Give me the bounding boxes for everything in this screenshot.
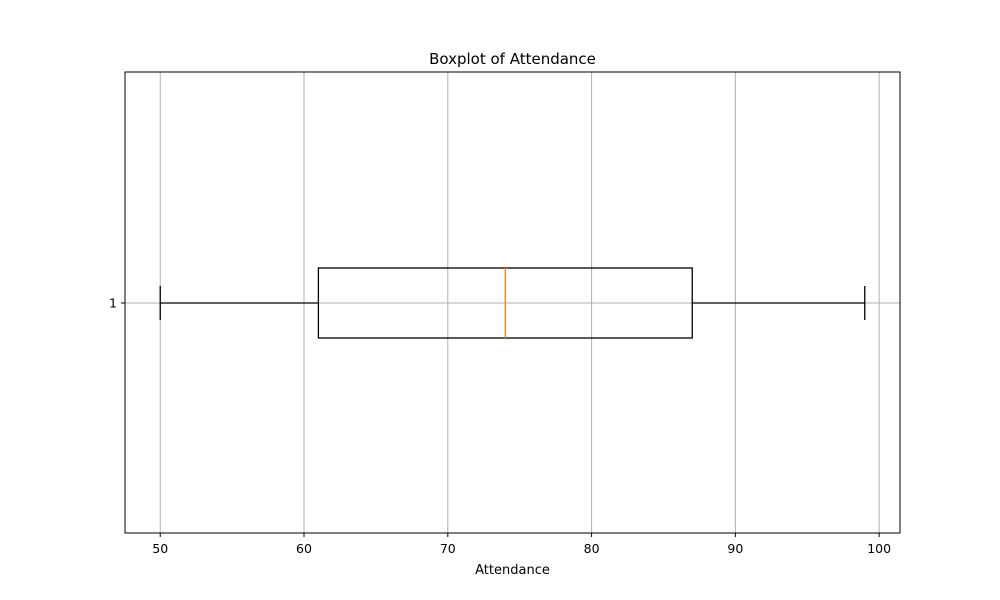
x-tick-label: 70: [440, 541, 456, 556]
y-tick-label: 1: [109, 296, 117, 311]
chart-title: Boxplot of Attendance: [429, 50, 596, 68]
x-axis-label: Attendance: [475, 563, 550, 578]
axes-layer: 50 60 70 80 90 100 1: [109, 71, 901, 556]
box-layer: [159, 267, 866, 339]
x-tick-label: 100: [867, 541, 891, 556]
x-tick-label: 80: [584, 541, 600, 556]
x-tick-label: 60: [296, 541, 312, 556]
x-tick-label: 50: [152, 541, 168, 556]
x-tick-label: 90: [727, 541, 743, 556]
